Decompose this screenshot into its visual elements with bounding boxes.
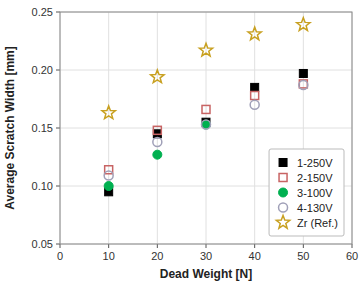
y-tick: [56, 70, 60, 71]
x-tick: [303, 244, 304, 248]
legend-label: 3-100V: [297, 187, 333, 199]
point: [297, 18, 310, 31]
axes: 0 10 20 30 40 50 60 0.05 0.10 0.15 0.20 0.25 Dead We…: [3, 6, 358, 281]
point: [104, 182, 113, 191]
point: [153, 137, 162, 146]
point: [202, 120, 211, 129]
legend-marker: [279, 159, 287, 167]
y-tick-label: 0.05: [32, 238, 53, 250]
y-grid-line: [60, 70, 352, 71]
x-tick: [352, 244, 353, 248]
point: [151, 70, 164, 83]
series-2: [104, 120, 210, 190]
y-tick-label: 0.10: [32, 180, 53, 192]
point: [153, 150, 162, 159]
plot-frame: [60, 12, 352, 244]
y-tick: [56, 128, 60, 129]
x-tick-label: 20: [151, 250, 163, 262]
y-tick-label: 0.15: [32, 122, 53, 134]
legend-marker: [276, 216, 289, 229]
point: [202, 120, 211, 129]
x-tick-label: 60: [346, 250, 358, 262]
point: [250, 100, 259, 109]
point: [102, 106, 115, 119]
y-tick-label: 0.20: [32, 64, 53, 76]
background: [0, 0, 362, 286]
x-tick-label: 30: [200, 250, 212, 262]
point: [299, 81, 308, 90]
x-tick-label: 40: [249, 250, 261, 262]
x-tick: [157, 244, 158, 248]
legend-marker: [279, 203, 288, 212]
point: [199, 43, 212, 56]
x-tick: [254, 244, 255, 248]
y-tick: [56, 12, 60, 13]
legend: 1-250V 2-150V 3-100V 4-130V Zr (Ref.): [269, 149, 344, 236]
y-axis-label: Average Scratch Width [mm]: [3, 46, 17, 209]
y-tick: [56, 244, 60, 245]
point: [251, 92, 259, 100]
point: [153, 126, 161, 134]
legend-label: 4-130V: [297, 202, 333, 214]
point: [202, 105, 210, 113]
x-tick-label: 50: [297, 250, 309, 262]
legend-marker: [279, 174, 287, 182]
x-axis-label: Dead Weight [N]: [160, 267, 252, 281]
point: [104, 171, 113, 180]
series-4: [102, 18, 310, 119]
legend-label: 2-150V: [297, 172, 333, 184]
point: [248, 27, 261, 40]
grid: [60, 12, 352, 244]
y-tick-label: 0.25: [32, 6, 53, 18]
x-tick-label: 0: [57, 250, 63, 262]
point: [251, 83, 259, 91]
x-tick: [206, 244, 207, 248]
legend-box: [269, 149, 344, 236]
x-tick: [108, 244, 109, 248]
x-tick-label: 10: [103, 250, 115, 262]
legend-label: Zr (Ref.): [297, 217, 338, 229]
x-tick: [60, 244, 61, 248]
legend-marker: [279, 188, 288, 197]
point: [299, 69, 307, 77]
y-tick: [56, 186, 60, 187]
chart: 0 10 20 30 40 50 60 0.05 0.10 0.15 0.20 0.25 Dead We…: [0, 0, 362, 286]
legend-label: 1-250V: [297, 157, 333, 169]
